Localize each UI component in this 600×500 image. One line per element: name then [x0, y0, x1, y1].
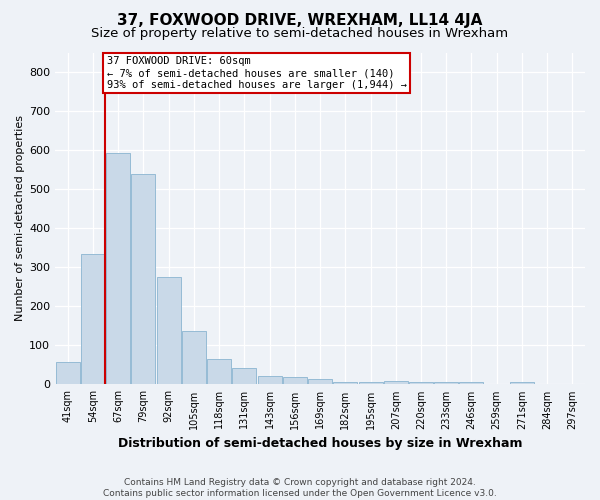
Bar — [510, 382, 534, 384]
Bar — [384, 382, 408, 384]
Bar — [257, 376, 281, 384]
Y-axis label: Number of semi-detached properties: Number of semi-detached properties — [15, 116, 25, 322]
Bar — [359, 382, 383, 384]
Bar — [157, 277, 181, 384]
Bar — [131, 174, 155, 384]
Bar — [434, 382, 458, 384]
Bar — [409, 382, 433, 384]
Bar — [182, 331, 206, 384]
Bar — [334, 382, 357, 384]
Bar — [81, 254, 105, 384]
Bar — [106, 153, 130, 384]
Text: 37 FOXWOOD DRIVE: 60sqm
← 7% of semi-detached houses are smaller (140)
93% of se: 37 FOXWOOD DRIVE: 60sqm ← 7% of semi-det… — [107, 56, 407, 90]
Bar — [207, 359, 231, 384]
Bar — [56, 362, 80, 384]
Text: Contains HM Land Registry data © Crown copyright and database right 2024.
Contai: Contains HM Land Registry data © Crown c… — [103, 478, 497, 498]
Bar — [308, 380, 332, 384]
X-axis label: Distribution of semi-detached houses by size in Wrexham: Distribution of semi-detached houses by … — [118, 437, 523, 450]
Text: Size of property relative to semi-detached houses in Wrexham: Size of property relative to semi-detach… — [91, 28, 509, 40]
Bar — [232, 368, 256, 384]
Bar — [283, 376, 307, 384]
Bar — [460, 382, 484, 384]
Text: 37, FOXWOOD DRIVE, WREXHAM, LL14 4JA: 37, FOXWOOD DRIVE, WREXHAM, LL14 4JA — [118, 12, 482, 28]
